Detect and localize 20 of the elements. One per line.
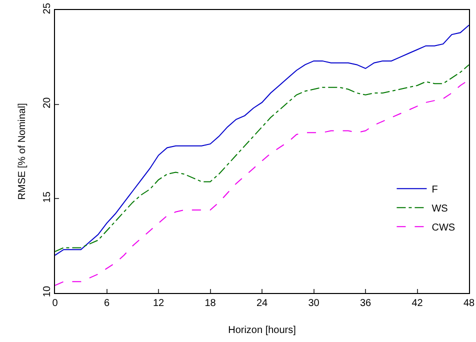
legend-label: WS bbox=[432, 204, 448, 215]
line-series bbox=[55, 24, 469, 256]
x-tick-label: 36 bbox=[360, 298, 372, 309]
x-tick-label: 24 bbox=[256, 298, 268, 309]
x-axis-title: Horizon [hours] bbox=[228, 325, 296, 336]
x-tick-label: 42 bbox=[412, 298, 424, 309]
line-series bbox=[55, 64, 469, 252]
y-tick-label: 25 bbox=[42, 2, 53, 14]
x-tick-label: 30 bbox=[308, 298, 320, 309]
x-tick-label: 6 bbox=[104, 298, 110, 309]
legend-label: CWS bbox=[432, 222, 456, 234]
x-tick-label: 0 bbox=[52, 298, 58, 309]
x-tick-label: 18 bbox=[204, 298, 216, 309]
y-tick-label: 15 bbox=[42, 191, 53, 203]
x-tick-label: 48 bbox=[463, 298, 475, 309]
y-axis-title: RMSE [% of Nominal] bbox=[17, 102, 28, 200]
y-tick-label: 20 bbox=[42, 96, 53, 108]
y-tick-label: 10 bbox=[42, 286, 53, 298]
x-tick-label: 12 bbox=[152, 298, 164, 309]
legend-label: F bbox=[432, 184, 438, 196]
